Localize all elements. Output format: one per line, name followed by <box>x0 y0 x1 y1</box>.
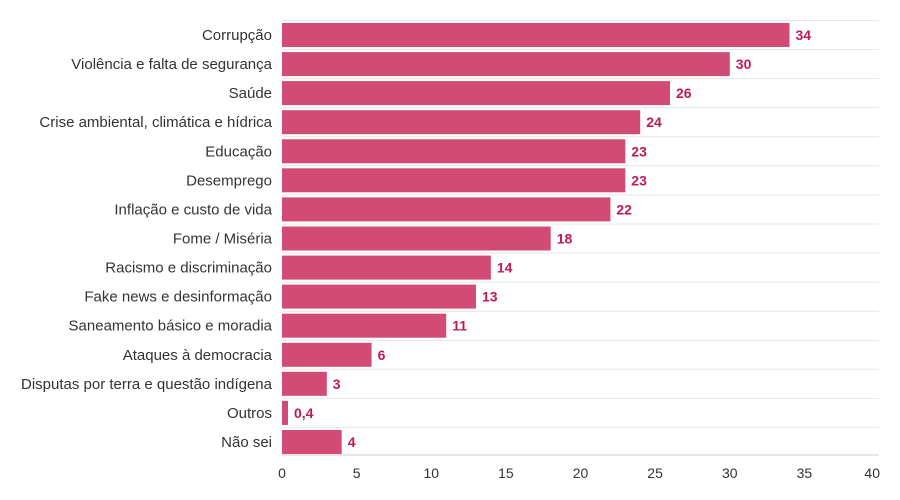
category-label: Saneamento básico e moradia <box>69 318 273 335</box>
bar <box>282 430 342 454</box>
bar <box>282 371 327 396</box>
category-label: Corrupção <box>202 27 272 44</box>
value-label: 23 <box>631 172 647 188</box>
x-tick-label: 30 <box>722 465 738 481</box>
x-tick-label: 15 <box>498 465 514 481</box>
category-label: Inflação e custo de vida <box>114 201 272 218</box>
category-label: Fake news e desinformação <box>84 289 272 306</box>
bar <box>282 255 491 280</box>
bar <box>282 226 551 251</box>
value-label: 4 <box>348 434 356 450</box>
category-labels: Corrupção Violência e falta de segurança S… <box>21 27 273 451</box>
category-label: Crise ambiental, climática e hídrica <box>39 114 272 131</box>
category-label: Fome / Miséria <box>173 231 273 248</box>
value-label: 34 <box>796 27 812 43</box>
value-label: 11 <box>452 318 467 334</box>
value-label: 24 <box>646 114 662 130</box>
value-label: 22 <box>616 201 632 217</box>
value-label: 6 <box>378 347 386 363</box>
category-label: Desemprego <box>186 172 272 189</box>
bar <box>282 52 730 77</box>
bars <box>282 23 790 454</box>
x-tick-label: 5 <box>353 465 361 481</box>
bar <box>282 110 641 135</box>
bar <box>282 313 447 338</box>
category-label: Violência e falta de segurança <box>71 56 272 73</box>
value-label: 13 <box>482 289 498 305</box>
x-tick-label: 40 <box>864 465 880 481</box>
bar <box>282 342 372 367</box>
category-label: Outros <box>227 405 272 422</box>
category-label: Educação <box>205 143 272 160</box>
x-tick-label: 10 <box>424 465 440 481</box>
bar <box>282 400 288 425</box>
bar <box>282 23 790 47</box>
x-tick-label: 35 <box>797 465 813 481</box>
value-label: 14 <box>497 260 513 276</box>
value-label: 23 <box>631 143 647 159</box>
bar <box>282 139 626 164</box>
category-label: Racismo e discriminação <box>105 260 272 277</box>
x-tick-label: 0 <box>278 465 286 481</box>
category-label: Ataques à democracia <box>123 347 273 364</box>
bar <box>282 197 611 222</box>
category-label: Disputas por terra e questão indígena <box>21 376 273 393</box>
value-label: 3 <box>333 376 341 392</box>
bar <box>282 284 476 309</box>
category-label: Não sei <box>221 434 272 451</box>
bar <box>282 168 626 193</box>
x-axis-ticks: 0 5 10 15 20 25 30 35 40 <box>278 465 880 481</box>
bar <box>282 81 670 106</box>
value-label: 30 <box>736 56 752 72</box>
category-label: Saúde <box>229 85 272 102</box>
value-labels: 34 30 26 24 23 23 22 18 14 13 11 6 3 0,4 4 <box>294 27 811 450</box>
gridlines <box>282 20 879 456</box>
x-tick-label: 20 <box>573 465 589 481</box>
value-label: 18 <box>557 231 573 247</box>
value-label: 26 <box>676 85 692 101</box>
x-tick-label: 25 <box>647 465 663 481</box>
value-label: 0,4 <box>294 405 314 421</box>
